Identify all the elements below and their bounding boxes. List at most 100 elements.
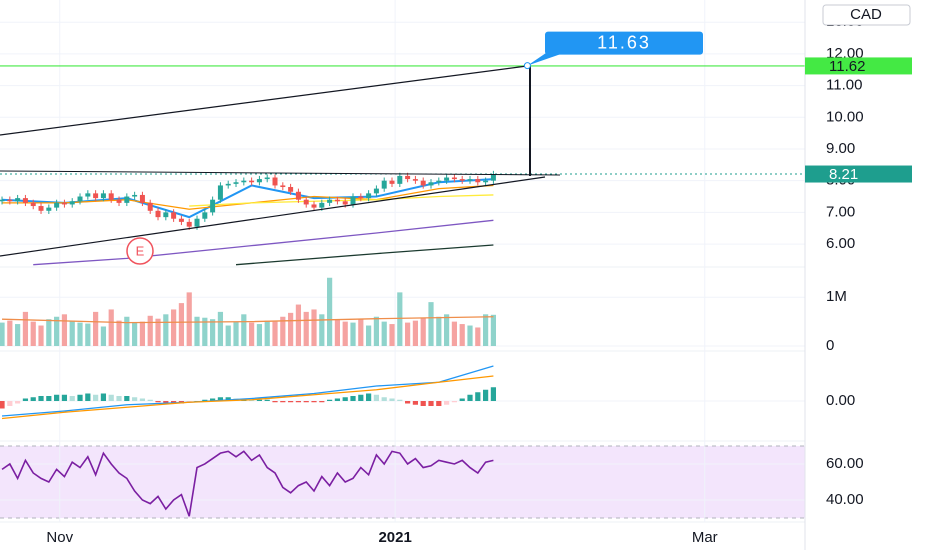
candle-body [459,179,465,181]
candle-body [280,185,286,188]
volume-bar [451,321,458,346]
histogram-bar [327,399,333,401]
histogram-bar [366,393,372,401]
indicator-line [235,244,494,266]
histogram-bar [280,401,286,403]
candle-body [451,177,457,180]
histogram-bar [436,401,442,406]
volume-bar [483,314,489,346]
volume-bar [428,302,434,346]
candle-body [389,180,395,184]
histogram-bar [256,399,263,401]
histogram-bar [202,399,208,401]
volume-bar [256,324,263,346]
volume-bar [233,321,239,346]
candle-body [100,193,106,199]
histogram-bar [389,398,395,401]
histogram-bar [288,401,294,403]
price-label: 11.62 [829,58,865,75]
candle-body [108,193,114,200]
histogram-bar [350,396,356,401]
volume-bar [15,324,21,346]
indicator-line [1,365,494,417]
histogram-bar [46,396,52,401]
callout-box [545,31,703,55]
volume-bar [444,314,450,346]
volume-bar [202,317,208,346]
candle-body [93,193,99,199]
histogram-bar [85,393,91,401]
volume-bar [85,323,91,346]
volume-bar [69,320,75,346]
y-tick-label: 40.00 [826,491,864,508]
volume-bar [116,320,122,346]
candle-body [288,187,294,192]
histogram-bar [38,396,44,401]
candle-body [15,198,21,202]
candle-body [264,177,270,180]
volume-bar [93,311,99,346]
histogram-bar [217,397,224,401]
candle-body [334,199,340,202]
currency-box[interactable] [822,4,911,26]
candle-body [319,202,325,208]
candle-body [490,174,496,181]
volume-bar [342,321,348,346]
volume-bar [46,319,52,346]
volume-bar [77,322,83,346]
volume-bar [163,314,169,346]
volume-bar [54,316,60,346]
candle-body [311,204,317,208]
volume-bar [264,320,270,346]
volume-bar [7,320,13,346]
histogram-bar [451,401,458,403]
volume-bar [30,321,36,346]
histogram-bar [139,398,146,401]
volume-bar [381,321,387,346]
histogram-bar [397,399,403,401]
histogram-bar [225,397,231,401]
volume-bar [288,312,294,346]
price-label: 8.21 [829,166,858,183]
histogram-bar [93,394,99,401]
volume-bar [420,317,426,346]
candle-body [225,183,231,186]
histogram-bar [428,401,434,406]
histogram-bar [303,401,309,403]
candle-body [139,194,145,203]
volume-bar [100,326,107,346]
candle-body [241,180,247,183]
histogram-bar [420,401,426,406]
histogram-bar [444,401,450,405]
histogram-bar [210,398,216,401]
y-tick-label: 0.00 [826,392,855,409]
candle-body [444,177,450,181]
event-marker[interactable] [126,237,154,265]
volume-bar [124,316,130,346]
candle-body [61,202,67,205]
volume-bar [389,324,395,346]
x-tick-label: Mar [692,529,718,546]
candle-body [163,212,169,218]
histogram-bar [475,392,481,401]
histogram-bar [124,396,130,401]
candle-body [233,182,239,184]
candle-body [147,202,153,211]
candle-body [467,179,473,181]
volume-bar [241,314,247,346]
volume-bar [366,325,372,346]
y-tick-label: 9.00 [826,140,855,157]
candle-body [46,207,52,211]
histogram-bar [412,401,419,405]
volume-bar [147,315,153,346]
histogram-bar [0,401,5,409]
candle-body [366,193,372,199]
volume-bar [171,309,177,346]
x-tick-label: 2021 [378,529,411,546]
trend-line [0,170,561,176]
event-label: E [136,243,145,258]
candle-body [420,180,426,186]
candle-body [22,198,28,203]
